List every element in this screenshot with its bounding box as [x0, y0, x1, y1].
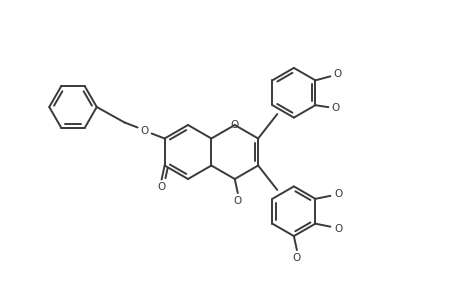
Text: O: O [292, 253, 300, 263]
Text: O: O [233, 196, 241, 206]
Text: O: O [140, 125, 148, 136]
Text: O: O [334, 189, 342, 199]
Text: O: O [157, 182, 165, 193]
Text: O: O [333, 69, 341, 79]
Text: O: O [230, 120, 238, 130]
Text: O: O [330, 103, 339, 113]
Text: O: O [334, 224, 342, 234]
